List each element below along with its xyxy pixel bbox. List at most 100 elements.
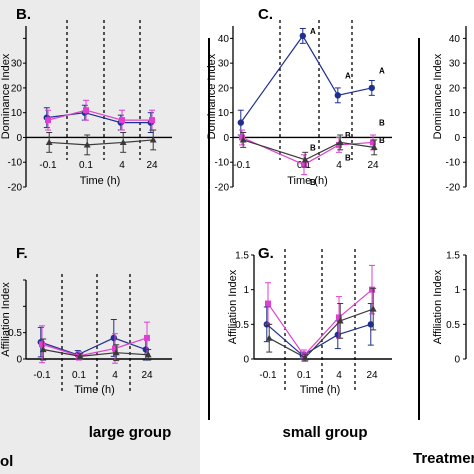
series-magenta <box>45 99 155 131</box>
y-tick-label: 0 <box>454 133 460 144</box>
data-point <box>265 334 273 341</box>
x-tick-label: -0.1 <box>33 370 51 381</box>
y-tick-label: 0 <box>16 133 22 144</box>
data-point <box>301 161 307 168</box>
x-tick-label: 4 <box>119 160 125 171</box>
series-line <box>41 337 148 357</box>
y-tick-label: 1 <box>243 285 249 296</box>
data-point <box>149 117 155 124</box>
data-point <box>76 352 84 359</box>
significance-letter: B <box>310 143 316 152</box>
significance-letter: B <box>310 178 316 187</box>
y-tick-label: 0 <box>16 355 22 366</box>
series-line <box>243 139 375 161</box>
significance-letter: B <box>345 131 351 140</box>
data-point <box>368 84 375 92</box>
y-tick-label: 1 <box>454 285 460 296</box>
x-tick-label: 24 <box>367 160 379 171</box>
series-dark <box>39 338 152 362</box>
data-point <box>265 300 271 307</box>
y-tick-label: -10 <box>8 158 23 169</box>
series-line <box>49 139 154 146</box>
y-tick-label: 10 <box>218 108 230 119</box>
y-tick-label: 20 <box>11 83 23 94</box>
x-tick-label: 24 <box>141 370 153 381</box>
data-point <box>110 334 118 342</box>
y-axis-title: Affiliation Index <box>0 282 12 357</box>
x-axis-title: Time (h) <box>80 175 121 187</box>
y-tick-label: 20 <box>449 83 461 94</box>
y-axis-title: Dominance Index <box>206 53 218 139</box>
y-tick-label: -10 <box>215 158 230 169</box>
data-point <box>83 141 91 148</box>
x-tick-label: 4 <box>336 370 342 381</box>
panel-label: F. <box>16 245 28 262</box>
y-tick-label: 10 <box>11 108 23 119</box>
data-point <box>119 138 127 146</box>
y-tick-label: 40 <box>218 34 230 45</box>
x-tick-label: -0.1 <box>259 370 277 381</box>
series-dark <box>265 287 377 362</box>
data-point <box>83 107 89 114</box>
panel-label: G. <box>258 245 274 262</box>
y-tick-label: -20 <box>446 183 461 194</box>
y-axis-title: Affiliation Index <box>227 269 239 344</box>
y-axis-title: Affiliation Index <box>432 269 444 344</box>
y-tick-label: 30 <box>218 59 230 70</box>
significance-letter: B <box>345 153 351 162</box>
x-tick-label: 0.1 <box>297 370 311 381</box>
data-point <box>336 314 342 321</box>
data-point <box>144 334 150 341</box>
series-navy <box>263 303 374 360</box>
y-tick-label: 30 <box>449 59 461 70</box>
significance-letter: B <box>379 136 385 145</box>
x-axis-title: Time (h) <box>287 175 328 187</box>
small-group-label: small group <box>282 424 367 441</box>
data-point <box>39 341 45 348</box>
x-tick-label: 0.1 <box>72 370 86 381</box>
large-group-label: large group <box>89 424 172 441</box>
data-point <box>237 119 244 126</box>
panel-right-top: -20 -10 0 10 20 30 40 Dominance Index <box>432 26 467 194</box>
series-line <box>43 348 149 357</box>
data-point <box>239 136 247 143</box>
y-tick-label: 30 <box>11 59 23 70</box>
data-point <box>369 305 377 312</box>
data-point <box>336 138 344 146</box>
y-tick-label: 0.5 <box>8 328 22 339</box>
large-group-shaded-background <box>0 0 200 474</box>
y-tick-label: 0 <box>454 355 460 366</box>
x-axis-title: Time (h) <box>300 384 341 396</box>
significance-letter: B <box>379 119 385 128</box>
series-dark <box>239 132 378 168</box>
y-tick-label: -20 <box>8 183 23 194</box>
series-magenta <box>265 264 375 362</box>
significance-letter: A <box>345 72 351 81</box>
data-point <box>112 349 120 356</box>
data-point <box>370 143 378 150</box>
data-point <box>301 156 309 163</box>
series-line <box>266 323 371 357</box>
x-tick-label: 4 <box>336 160 342 171</box>
data-point <box>369 286 375 293</box>
y-tick-label: 0.5 <box>446 320 460 331</box>
x-axis-title: Time (h) <box>74 384 115 396</box>
data-point <box>144 351 152 358</box>
panel-label: C. <box>258 6 273 23</box>
treatment-label: Treatment <box>413 450 474 467</box>
data-point <box>45 117 51 124</box>
data-point <box>119 117 125 124</box>
series-line <box>47 109 152 121</box>
y-axis-title: Dominance Index <box>0 53 12 139</box>
x-tick-label: 24 <box>366 370 378 381</box>
x-tick-label: 4 <box>112 370 118 381</box>
data-point <box>370 139 376 146</box>
y-tick-label: 0.5 <box>235 320 249 331</box>
data-point <box>334 92 341 99</box>
